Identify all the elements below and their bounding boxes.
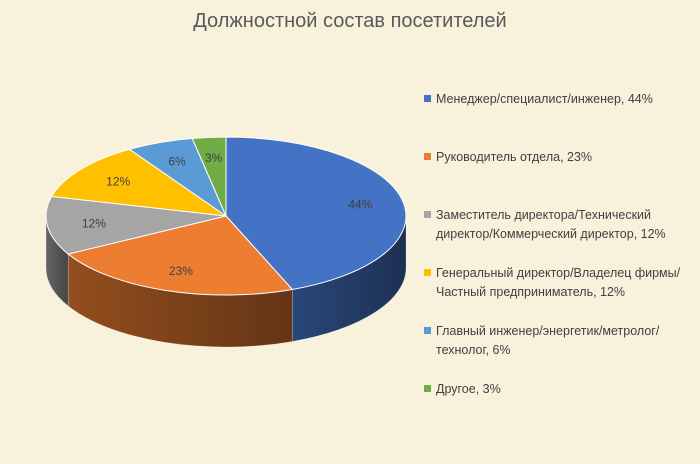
legend-item-chief-engineer: Главный инженер/энергетик/метролог/техно… <box>424 322 694 380</box>
legend-item-other: Другое, 3% <box>424 380 694 438</box>
legend-label-chief-engineer: Главный инженер/энергетик/метролог/техно… <box>436 324 660 357</box>
legend-swatch-chief-engineer <box>424 327 431 334</box>
legend-swatch-department-head <box>424 153 431 160</box>
data-label-general-director: 12% <box>106 175 130 189</box>
legend-swatch-other <box>424 385 431 392</box>
legend-item-general-director: Генеральный директор/Владелец фирмы/Част… <box>424 264 694 322</box>
legend: Менеджер/специалист/инженер, 44% Руковод… <box>424 90 694 438</box>
slice-other <box>191 136 227 217</box>
slice-deputy-director <box>45 195 227 255</box>
data-label-deputy-director: 12% <box>82 216 106 230</box>
slice-manager <box>225 136 407 290</box>
legend-swatch-general-director <box>424 269 431 276</box>
legend-item-manager: Менеджер/специалист/инженер, 44% <box>424 90 694 148</box>
legend-label-department-head: Руководитель отдела, 23% <box>436 150 593 164</box>
legend-label-other: Другое, 3% <box>436 382 501 396</box>
data-labels: 44% 23% 12% 12% 6% 3% <box>82 151 373 278</box>
slice-department-head <box>67 215 293 296</box>
pie-group <box>45 136 407 348</box>
data-label-manager: 44% <box>348 198 372 212</box>
legend-swatch-manager <box>424 95 431 102</box>
legend-swatch-deputy-director <box>424 211 431 218</box>
chart-title: Должностной состав посетителей <box>193 10 507 32</box>
legend-item-department-head: Руководитель отдела, 23% <box>424 148 694 206</box>
legend-item-deputy-director: Заместитель директора/Технический директ… <box>424 206 694 264</box>
data-label-department-head: 23% <box>169 264 193 278</box>
legend-label-manager: Менеджер/специалист/инженер, 44% <box>436 92 653 106</box>
data-label-chief-engineer: 6% <box>168 155 186 169</box>
slice-general-director <box>51 148 227 217</box>
legend-label-deputy-director: Заместитель директора/Технический директ… <box>436 208 666 241</box>
data-label-other: 3% <box>205 151 223 165</box>
legend-label-general-director: Генеральный директор/Владелец фирмы/Част… <box>436 266 681 299</box>
